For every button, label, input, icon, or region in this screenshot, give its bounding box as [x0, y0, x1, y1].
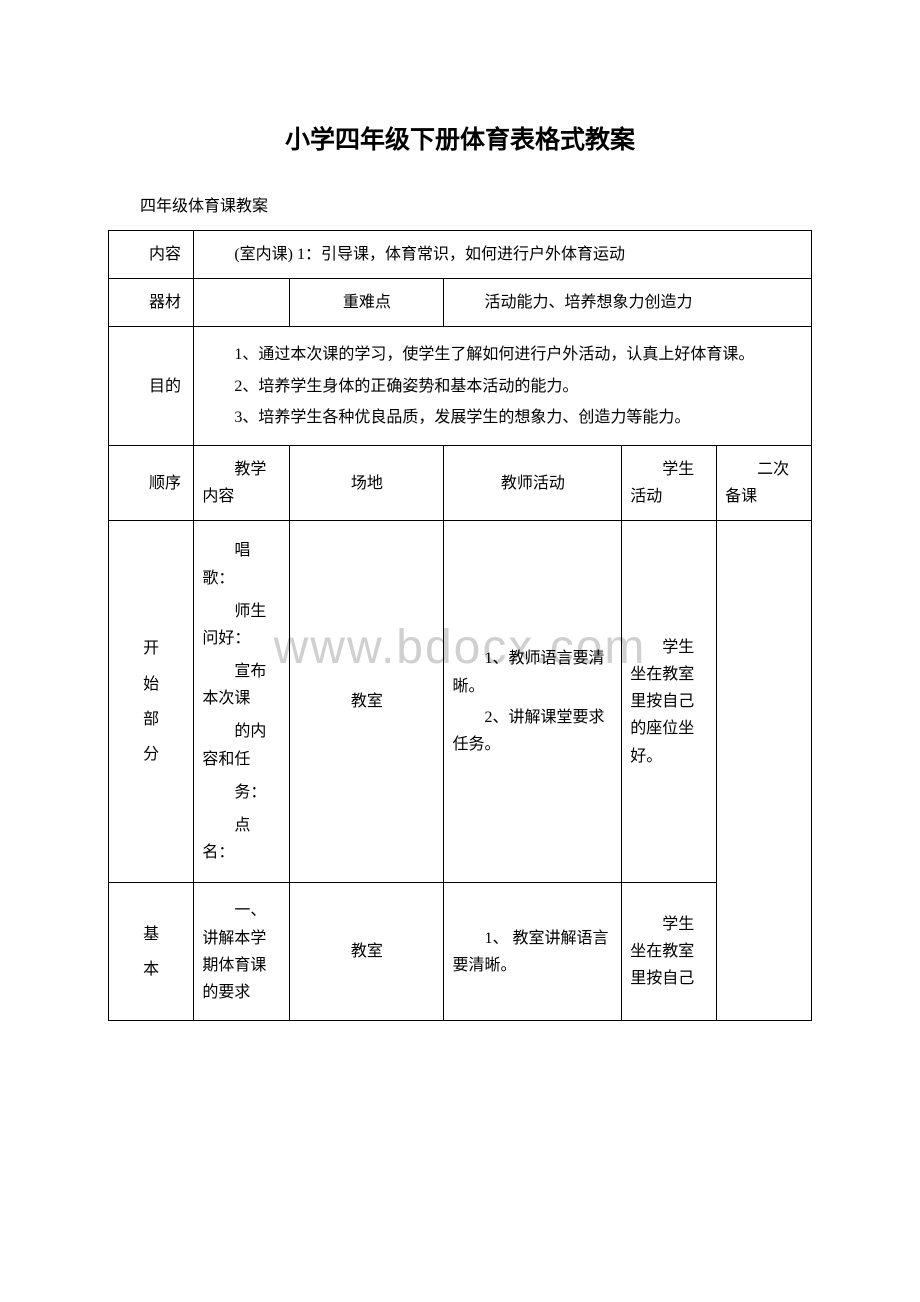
purpose-item: 1、通过本次课的学习，使学生了解如何进行户外活动，认真上好体育课。 — [202, 341, 803, 368]
label-difficulty: 重难点 — [290, 279, 444, 327]
cell-backup — [717, 521, 812, 1021]
label-purpose: 目的 — [109, 327, 194, 446]
cell-difficulty: 活动能力、培养想象力创造力 — [444, 279, 812, 327]
label-backup: 二次备课 — [717, 445, 812, 520]
label-teacher-act: 教师活动 — [444, 445, 622, 520]
page-title: 小学四年级下册体育表格式教案 — [108, 120, 812, 156]
purpose-item: 2、培养学生身体的正确姿势和基本活动的能力。 — [202, 373, 803, 400]
cell-teacher: 1、教师语言要清晰。 2、讲解课堂要求任务。 — [444, 521, 622, 883]
table-row: 开 始 部 分 唱歌： 师生问好： 宣布本次课 的内容和任 务： 点名： 教室 … — [109, 521, 812, 883]
cell-teacher: 1、 教室讲解语言要清晰。 — [444, 883, 622, 1021]
seq-basic: 基 本 — [109, 883, 194, 1021]
cell-student: 学生坐在教室里按自己的座位坐好。 — [622, 521, 717, 883]
label-equipment: 器材 — [109, 279, 194, 327]
label-sequence: 顺序 — [109, 445, 194, 520]
table-row: 器材 重难点 活动能力、培养想象力创造力 — [109, 279, 812, 327]
purpose-item: 3、培养学生各种优良品质，发展学生的想象力、创造力等能力。 — [202, 404, 803, 431]
cell-teach-content: 唱歌： 师生问好： 宣布本次课 的内容和任 务： 点名： — [194, 521, 290, 883]
label-teach-content: 教学内容 — [194, 445, 290, 520]
table-row: 基 本 一、讲解本学期体育课的要求 教室 1、 教室讲解语言要清晰。 学生坐在教… — [109, 883, 812, 1021]
label-content: 内容 — [109, 231, 194, 279]
page-subtitle: 四年级体育课教案 — [108, 192, 812, 216]
table-row: 目的 1、通过本次课的学习，使学生了解如何进行户外活动，认真上好体育课。 2、培… — [109, 327, 812, 446]
label-student-act: 学生活动 — [622, 445, 717, 520]
seq-start: 开 始 部 分 — [109, 521, 194, 883]
cell-place: 教室 — [290, 883, 444, 1021]
lesson-plan-table: 内容 (室内课) 1：引导课，体育常识，如何进行户外体育运动 器材 重难点 活动… — [108, 230, 812, 1021]
table-row: 内容 (室内课) 1：引导课，体育常识，如何进行户外体育运动 — [109, 231, 812, 279]
cell-content: (室内课) 1：引导课，体育常识，如何进行户外体育运动 — [194, 231, 812, 279]
table-row: 顺序 教学内容 场地 教师活动 学生活动 二次备课 — [109, 445, 812, 520]
cell-purpose: 1、通过本次课的学习，使学生了解如何进行户外活动，认真上好体育课。 2、培养学生… — [194, 327, 812, 446]
cell-place: 教室 — [290, 521, 444, 883]
cell-teach-content: 一、讲解本学期体育课的要求 — [194, 883, 290, 1021]
label-place: 场地 — [290, 445, 444, 520]
cell-student: 学生坐在教室里按自己 — [622, 883, 717, 1021]
cell-equipment-value — [194, 279, 290, 327]
